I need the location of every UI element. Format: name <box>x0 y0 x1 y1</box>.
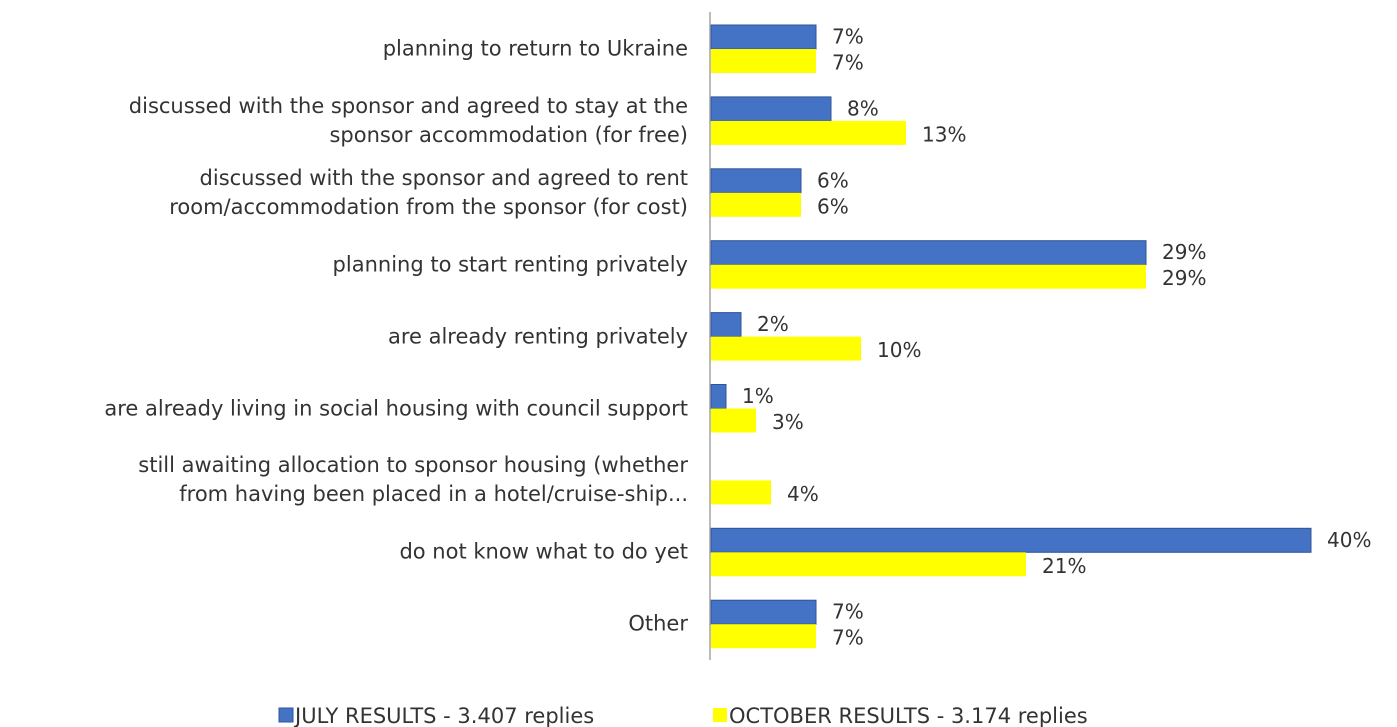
value-label: 1% <box>742 384 774 408</box>
category-label: Other <box>628 611 688 636</box>
bar <box>710 96 832 122</box>
value-label: 10% <box>877 338 921 362</box>
value-label: 4% <box>787 482 819 506</box>
value-label: 29% <box>1162 240 1206 264</box>
category-label: planning to start renting privately <box>332 252 688 277</box>
legend-label: JULY RESULTS - 3.407 replies <box>293 704 594 727</box>
legend-swatch <box>278 707 294 723</box>
value-label: 6% <box>817 168 849 192</box>
value-label: 7% <box>832 600 864 624</box>
value-label: 7% <box>832 51 864 75</box>
bar <box>711 120 906 145</box>
value-label: 21% <box>1042 554 1086 578</box>
category-label: planning to return to Ukraine <box>382 36 688 61</box>
bar <box>711 408 756 433</box>
legend-label: OCTOBER RESULTS - 3.174 replies <box>729 704 1088 727</box>
bar <box>710 599 817 625</box>
bar <box>710 384 727 409</box>
bar <box>711 264 1146 289</box>
value-label: 6% <box>817 194 849 218</box>
bar <box>711 49 816 73</box>
bar <box>711 192 801 217</box>
bar <box>710 527 1312 553</box>
bar <box>711 624 816 649</box>
value-label: 8% <box>847 96 879 120</box>
value-label: 2% <box>757 312 789 336</box>
value-label: 40% <box>1327 528 1371 552</box>
value-label: 29% <box>1162 266 1206 290</box>
category-label: discussed with the sponsor and agreed to… <box>169 165 688 219</box>
bar <box>710 24 817 50</box>
value-label: 7% <box>832 25 864 49</box>
bar <box>711 552 1026 577</box>
category-label: discussed with the sponsor and agreed to… <box>128 93 688 147</box>
category-label: do not know what to do yet <box>399 539 688 564</box>
category-label: are already renting privately <box>387 324 688 349</box>
value-label: 3% <box>772 410 804 434</box>
category-label: are already living in social housing wit… <box>104 396 688 420</box>
bar <box>710 168 802 194</box>
category-label: still awaiting allocation to sponsor hou… <box>138 453 688 507</box>
value-label: 7% <box>832 626 864 650</box>
value-label: 13% <box>922 122 966 146</box>
bar <box>711 336 861 361</box>
bar <box>710 240 1147 266</box>
bar <box>711 480 771 505</box>
legend-swatch <box>713 708 727 722</box>
bar <box>710 312 742 338</box>
